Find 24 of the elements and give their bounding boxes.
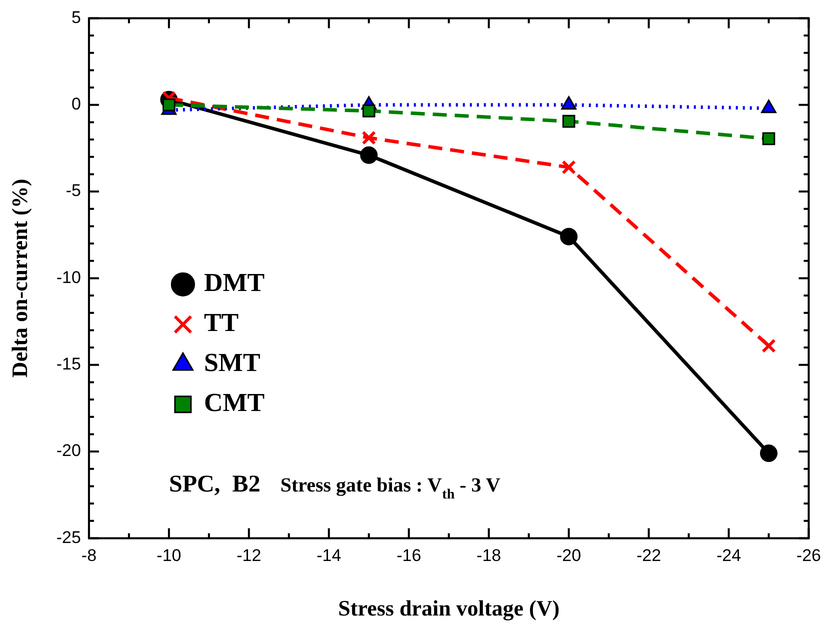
x-tick-label: -22 bbox=[636, 546, 662, 566]
y-axis-title: Delta on-current (%) bbox=[6, 178, 32, 378]
y-tick-label: 5 bbox=[72, 8, 81, 27]
annotation: SPC, B2 bbox=[168, 471, 260, 498]
y-tick-label: 0 bbox=[72, 94, 81, 114]
x-tick-label: -8 bbox=[81, 546, 97, 566]
x-axis-title: Stress drain voltage (V) bbox=[338, 595, 560, 620]
x-tick-label: -16 bbox=[396, 546, 422, 566]
x-tick-label: -26 bbox=[796, 546, 822, 566]
x-tick-label: -12 bbox=[236, 546, 262, 566]
y-tick-label: -15 bbox=[56, 354, 81, 374]
x-tick-label: -18 bbox=[476, 546, 502, 566]
legend-label: SMT bbox=[204, 348, 260, 378]
y-tick-label: -25 bbox=[56, 528, 81, 547]
y-tick-label: -5 bbox=[66, 181, 81, 200]
legend-label: DMT bbox=[204, 268, 265, 298]
legend-label: CMT bbox=[204, 388, 265, 418]
legend-label: TT bbox=[204, 308, 239, 338]
x-tick-label: -14 bbox=[316, 546, 342, 566]
x-tick-label: -10 bbox=[156, 546, 182, 566]
y-tick-label: -20 bbox=[56, 441, 81, 460]
x-tick-label: -24 bbox=[716, 546, 742, 566]
x-tick-label: -20 bbox=[556, 546, 582, 566]
y-tick-label: -10 bbox=[56, 268, 81, 287]
